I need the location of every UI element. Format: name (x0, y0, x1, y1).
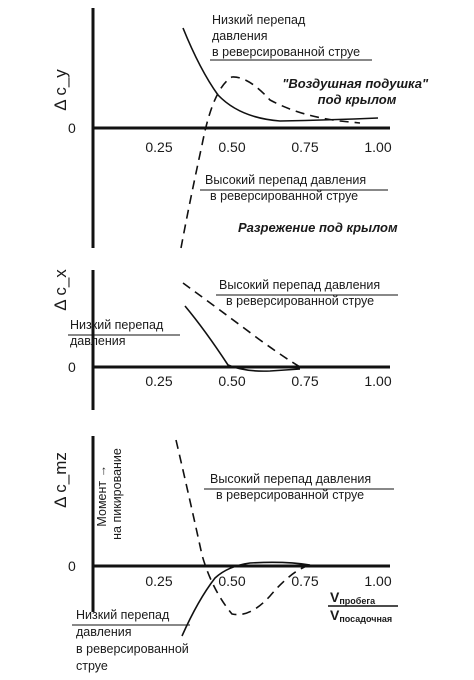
x-tick-label: 0.50 (218, 139, 245, 155)
panel-cy: 0 Δ c_y 0.25 0.50 0.75 1.00 Низкий переп… (51, 8, 432, 249)
y-axis-delta: Δ c_mz (51, 452, 70, 508)
x-tick-label: 0.75 (291, 373, 318, 389)
annotation-low-pressure: Низкий перепад давления в реверсированно… (76, 608, 192, 673)
zero-label: 0 (68, 120, 76, 136)
x-tick-label: 0.50 (218, 373, 245, 389)
series-line-low-pressure (184, 305, 301, 372)
x-tick-label: 0.75 (291, 573, 318, 589)
series-line-low-pressure (181, 561, 311, 637)
y-axis-label: Δ c_mz (51, 452, 70, 508)
annotation-high-pressure: Высокий перепад давления в реверсированн… (210, 472, 375, 502)
x-tick-label: 0.25 (145, 373, 172, 389)
annotation-high-pressure: Высокий перепад давления в реверсированн… (219, 278, 384, 308)
x-tick-label: 1.00 (364, 139, 391, 155)
series-line-high-pressure (182, 282, 301, 368)
annotation-air-cushion: "Воздушная подушка" под крылом (282, 76, 432, 107)
annotation-low-pressure: Низкий перепад давления в реверсированно… (212, 13, 360, 59)
annotation-low-pressure: Низкий перепад давления (70, 318, 167, 348)
series-line-high-pressure (180, 76, 361, 249)
panel-cmz: 0 Δ c_mz Момент → на пикирование 0.25 0.… (51, 436, 398, 673)
zero-label: 0 (68, 558, 76, 574)
y-axis-delta: Δ c_x (51, 269, 70, 311)
fraction-numerator: Vпробега (330, 589, 376, 606)
x-axis-fraction-label: Vпробега Vпосадочная (328, 589, 398, 624)
y-axis-label: Δ c_x (51, 269, 70, 311)
zero-label: 0 (68, 359, 76, 375)
x-tick-label: 1.00 (364, 373, 391, 389)
annotation-underwing-suction: Разрежение под крылом (238, 220, 398, 235)
series-line-high-pressure (175, 439, 311, 616)
x-tick-label: 0.50 (218, 573, 245, 589)
panel-cx: 0 Δ c_x 0.25 0.50 0.75 1.00 Высокий пере… (51, 269, 398, 410)
x-tick-label: 0.75 (291, 139, 318, 155)
fraction-denominator: Vпосадочная (330, 607, 392, 624)
y-axis-label: Δ c_y (51, 69, 70, 111)
y-axis-delta: Δ c_y (51, 69, 70, 111)
annotation-high-pressure: Высокий перепад давления в реверсированн… (205, 173, 370, 203)
x-tick-label: 1.00 (364, 573, 391, 589)
x-tick-label: 0.25 (145, 573, 172, 589)
y-axis-moment-label: Момент → на пикирование (95, 448, 124, 540)
x-tick-label: 0.25 (145, 139, 172, 155)
